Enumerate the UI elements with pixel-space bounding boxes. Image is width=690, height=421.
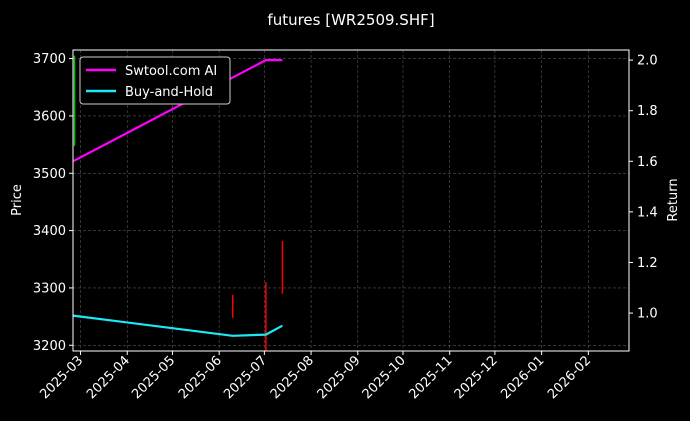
y-axis-left: 3200 3300 3400 3500 3600 3700: [33, 52, 73, 354]
y2-axis-label: Return: [666, 178, 681, 221]
y2-tick-label: 1.0: [637, 307, 658, 322]
legend-label-ai: Swtool.com AI: [125, 64, 217, 79]
price-bars: [73, 55, 284, 351]
y2-tick-label: 1.4: [637, 205, 658, 220]
y2-tick-label: 2.0: [637, 54, 658, 69]
y-tick-label: 3500: [33, 167, 66, 182]
y2-tick-label: 1.2: [637, 256, 658, 271]
legend-box: [79, 56, 231, 105]
y2-tick-label: 1.8: [637, 104, 658, 119]
y-tick-label: 3400: [33, 224, 66, 239]
y-axis-right: 1.0 1.2 1.4 1.6 1.8 2.0: [629, 54, 658, 322]
y-tick-label: 3600: [33, 109, 66, 124]
legend: Swtool.com AI Buy-and-Hold: [79, 56, 231, 105]
y-tick-label: 3700: [33, 52, 66, 67]
plot-frame: [72, 49, 630, 352]
y-axis-label: Price: [10, 184, 25, 216]
y-tick-label: 3200: [33, 339, 66, 354]
chart-title: futures [WR2509.SHF]: [267, 11, 434, 29]
series-line-1: [72, 314, 283, 337]
series-lines: [72, 58, 283, 337]
series-line-0: [72, 58, 283, 163]
legend-label-buy-hold: Buy-and-Hold: [125, 85, 213, 100]
y2-tick-label: 1.6: [637, 155, 658, 170]
y-tick-label: 3300: [33, 281, 66, 296]
